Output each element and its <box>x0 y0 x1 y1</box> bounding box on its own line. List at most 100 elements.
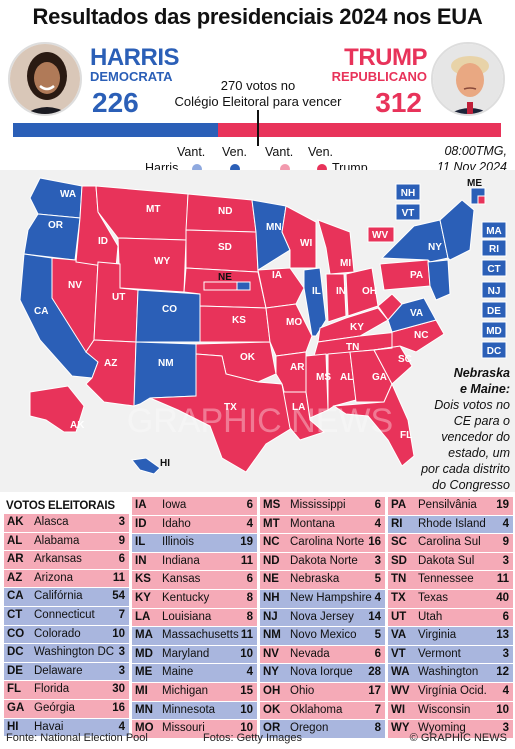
map-label-ca: CA <box>34 306 48 317</box>
state-abbr: VT <box>391 647 406 660</box>
state-abbr: NY <box>263 666 279 679</box>
state-electoral-votes: 19 <box>496 499 509 511</box>
state-name: Indiana <box>162 554 200 567</box>
table-row: AL Alabama 9 <box>4 532 129 551</box>
me-split-box: ME <box>467 178 486 205</box>
map-label-ky: KY <box>350 322 364 333</box>
state-name: Florida <box>34 683 70 696</box>
map-label-or: OR <box>48 220 64 231</box>
state-electoral-votes: 6 <box>246 573 253 586</box>
table-row: DE Delaware 3 <box>4 662 129 681</box>
footer-photos: Fotos: Getty Images <box>203 732 303 744</box>
state-fl <box>332 382 415 467</box>
state-tx <box>149 353 293 473</box>
table-row: AK Alasca 3 <box>4 514 129 532</box>
map-label-mi: MI <box>340 258 351 269</box>
state-electoral-votes: 16 <box>368 536 381 549</box>
state-name: Arizona <box>34 571 73 584</box>
state-abbr: MI <box>135 684 148 697</box>
state-abbr: NM <box>263 629 281 642</box>
state-name: Rhode Island <box>418 517 486 530</box>
map-label-wi: WI <box>300 238 312 249</box>
map-label-tn: TN <box>346 342 359 353</box>
table-row: NH New Hampshire 4 <box>260 589 385 608</box>
map-label-wv: WV <box>372 230 388 241</box>
state-abbr: NJ <box>263 610 278 623</box>
state-electoral-votes: 4 <box>246 517 253 530</box>
state-name: Oklahoma <box>290 703 343 716</box>
table-row: SC Carolina Sul 9 <box>388 534 513 552</box>
state-electoral-votes: 10 <box>240 722 253 735</box>
state-electoral-votes: 40 <box>496 591 509 604</box>
legend-rep-lead-swatch <box>280 164 290 174</box>
legend-vant-harris: Vant. <box>177 145 206 159</box>
table-row: AZ Arizona 11 <box>4 569 129 588</box>
legend-ven-trump: Ven. <box>308 145 334 159</box>
table-column: MS Mississippi 6 MT Montana 4 NC Carolina Norte… <box>260 497 385 739</box>
state-name: Massachusetts <box>162 629 239 642</box>
state-abbr: SD <box>391 554 407 567</box>
table-row: MD Maryland 10 <box>132 645 257 664</box>
table-row: NC Carolina Norte 16 <box>260 534 385 552</box>
ne-box-ct <box>481 259 507 277</box>
state-electoral-votes: 3 <box>502 554 509 567</box>
state-wi <box>281 205 317 269</box>
state-abbr: MO <box>135 722 154 735</box>
state-name: Arkansas <box>34 553 82 566</box>
map-label-la: LA <box>292 402 305 413</box>
state-abbr: AK <box>7 516 24 528</box>
ne-box-label-ri: RI <box>489 244 499 255</box>
table-row: OH Ohio 17 <box>260 682 385 701</box>
state-name: Illinois <box>162 536 194 549</box>
table-row: MA Massachusetts 11 <box>132 627 257 645</box>
state-abbr: CT <box>7 608 23 621</box>
state-abbr: MS <box>263 499 281 511</box>
table-row: IA Iowa 6 <box>132 497 257 515</box>
map-label-fl: FL <box>400 430 412 441</box>
ne-box-label-nh: NH <box>401 188 415 199</box>
table-row: LA Louisiana 8 <box>132 608 257 627</box>
table-row: UT Utah 6 <box>388 608 513 627</box>
state-abbr: NV <box>263 647 279 660</box>
state-abbr: LA <box>135 610 151 623</box>
footer: Fonte: National Election Pool Fotos: Get… <box>0 729 515 749</box>
state-electoral-votes: 7 <box>118 608 125 621</box>
note-line: estado, um <box>448 446 510 460</box>
map-label-ar: AR <box>290 362 305 373</box>
state-abbr: ND <box>263 554 280 567</box>
map-label-sc: SC <box>398 354 412 365</box>
note-heading-2: e Maine: <box>459 382 510 396</box>
state-name: Washington DC <box>34 646 115 659</box>
state-electoral-votes: 28 <box>368 666 381 679</box>
note-line: do Congresso <box>432 478 510 492</box>
map-legend: Vant. Ven. Vant. Ven. Harris Trump <box>140 145 380 177</box>
table-row: WV Virgínia Ocid. 4 <box>388 682 513 701</box>
state-abbr: ID <box>135 517 147 530</box>
state-name: Nova Jersey <box>290 610 354 623</box>
state-name: Tennessee <box>418 573 474 586</box>
note-line: CE para o <box>453 414 510 428</box>
state-electoral-votes: 14 <box>368 610 381 623</box>
state-abbr: ME <box>135 666 153 679</box>
threshold-label: 270 votos no Colégio Eleitoral para venc… <box>170 78 346 110</box>
state-electoral-votes: 11 <box>240 629 253 642</box>
map-label-pa: PA <box>410 270 423 281</box>
state-abbr: RI <box>391 517 403 530</box>
state-abbr: DC <box>7 646 24 659</box>
state-name: Pensilvânia <box>418 499 477 511</box>
state-electoral-votes: 13 <box>496 629 509 642</box>
state-abbr: IA <box>135 499 147 511</box>
map-label-az: AZ <box>104 358 117 369</box>
state-abbr: MA <box>135 629 153 642</box>
state-electoral-votes: 10 <box>496 703 509 716</box>
state-abbr: NE <box>263 573 279 586</box>
state-name: Dakota Sul <box>418 554 475 567</box>
table-row: FL Florida 30 <box>4 681 129 699</box>
table-row: GA Geórgia 16 <box>4 699 129 718</box>
state-electoral-votes: 6 <box>374 499 381 511</box>
state-name: Connecticut <box>34 608 95 621</box>
state-name: Michigan <box>162 684 209 697</box>
state-abbr: AZ <box>7 571 23 584</box>
us-election-map: .R { fill: #e8335a; stroke: #fff; stroke… <box>0 170 515 492</box>
state-electoral-votes: 9 <box>118 534 125 547</box>
